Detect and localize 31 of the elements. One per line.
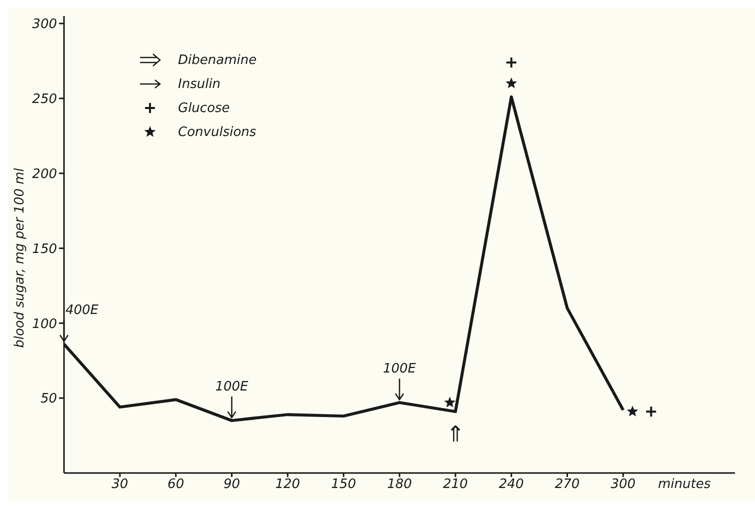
y-axis-title: blood sugar, mg per 100 ml (12, 168, 28, 348)
legend-label: Glucose (178, 100, 230, 116)
x-tick-label: 60 (168, 477, 184, 492)
annotation: 400E (65, 303, 100, 318)
y-tick-label: 100 (32, 316, 57, 332)
x-tick-label: 240 (498, 477, 524, 492)
annotation: 100E (215, 380, 250, 395)
y-tick-label: 150 (32, 242, 57, 257)
legend-label: Convulsions (178, 124, 256, 140)
annotation: Insulin (178, 76, 221, 92)
annotation: ⇑ (446, 422, 465, 448)
annotation: Dibenamine (178, 52, 257, 68)
y-tick-label: 200 (32, 166, 57, 182)
x-tick-label: 210 (443, 477, 468, 492)
x-tick-label: 270 (554, 477, 580, 492)
point (506, 57, 516, 68)
point (626, 406, 638, 416)
x-tick-label: 120 (275, 477, 300, 492)
x-axis-title: minutes (658, 477, 711, 492)
y-tick-label: 250 (32, 92, 57, 108)
x-tick-label: 90 (223, 477, 240, 492)
point (444, 396, 456, 408)
x-tick-label: 150 (331, 477, 356, 492)
x-tick-label: 300 (610, 477, 636, 492)
x-tick-label: 180 (387, 477, 412, 492)
annotation: 100E (382, 362, 417, 377)
x-tick-label: 30 (112, 477, 128, 492)
point (506, 77, 518, 88)
y-tick-label: 300 (32, 17, 57, 32)
y-tick-label: 50 (40, 392, 57, 407)
point (646, 406, 656, 417)
